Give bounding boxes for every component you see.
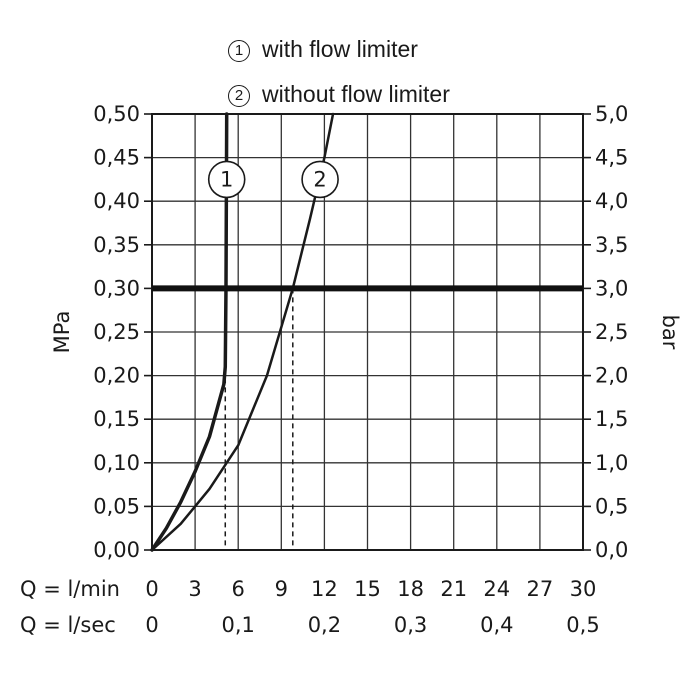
x-tick-label: 9 xyxy=(275,577,288,601)
series-line-1 xyxy=(150,112,229,552)
y-right-axis-title: bar xyxy=(658,315,682,350)
legend-item-with-flow-limiter: 1 with flow limiter xyxy=(228,36,418,63)
series-label-circle-1 xyxy=(207,160,246,199)
legend-marker-2: 2 xyxy=(228,85,250,107)
y-left-tick-label: 0,20 xyxy=(93,364,140,388)
plot-frame xyxy=(151,113,584,551)
x-tick-label: 12 xyxy=(311,577,338,601)
x-tick-label: 0 xyxy=(145,613,158,637)
x-axis-title-1: Q = l/min xyxy=(20,577,120,601)
legend-marker-1: 1 xyxy=(228,40,250,62)
x-tick-label: 0,2 xyxy=(308,613,341,637)
legend-label-2: without flow limiter xyxy=(262,81,450,107)
y-right-tick-label: 1,5 xyxy=(595,407,628,431)
y-left-tick-label: 0,15 xyxy=(93,407,140,431)
x-tick-label: 24 xyxy=(483,577,510,601)
x-tick-label: 0,1 xyxy=(221,613,254,637)
y-right-tick-label: 2,0 xyxy=(595,364,628,388)
y-left-tick-label: 0,30 xyxy=(93,276,140,300)
y-right-tick-label: 3,5 xyxy=(595,233,628,257)
y-right-tick-label: 4,0 xyxy=(595,189,628,213)
y-right-tick-label: 5,0 xyxy=(595,102,628,126)
y-left-tick-label: 0,00 xyxy=(93,538,140,562)
y-left-tick-label: 0,35 xyxy=(93,233,140,257)
x-tick-label: 0,4 xyxy=(480,613,513,637)
x-tick-label: 0,3 xyxy=(394,613,427,637)
x-tick-label: 0 xyxy=(145,577,158,601)
y-right-tick-label: 0,0 xyxy=(595,538,628,562)
y-left-tick-label: 0,40 xyxy=(93,189,140,213)
series-label-2: 2 xyxy=(313,167,326,191)
y-right-tick-label: 2,5 xyxy=(595,320,628,344)
y-right-tick-label: 0,5 xyxy=(595,494,628,518)
y-left-tick-label: 0,45 xyxy=(93,146,140,170)
series-label-1: 1 xyxy=(220,167,233,191)
x-tick-label: 6 xyxy=(232,577,245,601)
x-tick-label: 21 xyxy=(440,577,467,601)
y-left-axis-title: MPa xyxy=(50,311,74,354)
x-tick-label: 27 xyxy=(527,577,554,601)
y-left-tick-label: 0,25 xyxy=(93,320,140,344)
legend-label-1: with flow limiter xyxy=(262,36,418,62)
legend-item-without-flow-limiter: 2 without flow limiter xyxy=(228,81,450,108)
series-label-circle-2 xyxy=(301,160,339,199)
x-tick-label: 3 xyxy=(188,577,201,601)
x-tick-label: 30 xyxy=(570,577,597,601)
x-tick-label: 0,5 xyxy=(566,613,599,637)
y-right-tick-label: 1,0 xyxy=(595,451,628,475)
y-right-tick-label: 4,5 xyxy=(595,146,628,170)
y-right-tick-label: 3,0 xyxy=(595,276,628,300)
x-tick-label: 18 xyxy=(397,577,424,601)
y-left-tick-label: 0,05 xyxy=(93,494,140,518)
y-left-tick-label: 0,50 xyxy=(93,102,140,126)
y-left-tick-label: 0,10 xyxy=(93,451,140,475)
x-axis-title-2: Q = l/sec xyxy=(20,613,116,637)
x-tick-label: 15 xyxy=(354,577,381,601)
